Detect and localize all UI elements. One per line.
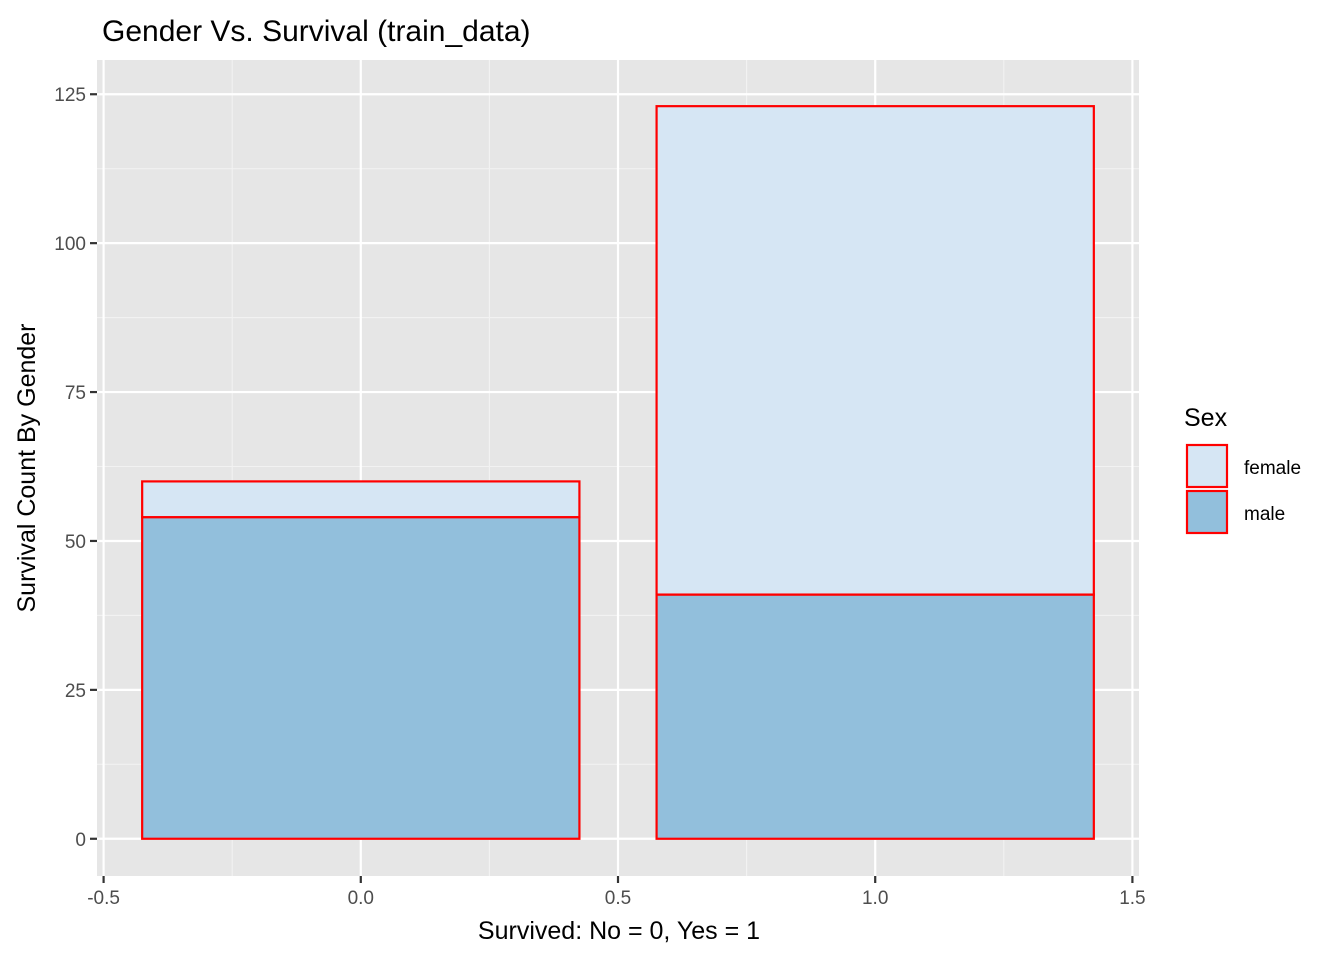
bars — [141, 105, 1095, 840]
legend-label-female: female — [1244, 458, 1301, 479]
x-tick-label: 0.5 — [605, 888, 631, 909]
legend-key-male — [1185, 489, 1229, 535]
x-tick-label: -0.5 — [87, 888, 120, 909]
y-tick-label: 50 — [65, 532, 86, 553]
x-axis: -0.5 0.0 0.5 1.0 1.5 — [87, 876, 1146, 909]
x-tick-label: 1.0 — [862, 888, 888, 909]
x-axis-title: Survived: No = 0, Yes = 1 — [478, 917, 760, 945]
y-tick-label: 0 — [75, 830, 86, 851]
x-tick-label: 1.5 — [1119, 888, 1145, 909]
bar-female-x0 — [141, 480, 581, 519]
legend: Sex female male — [1184, 404, 1301, 535]
y-tick-label: 125 — [54, 85, 86, 106]
y-axis: 0 25 50 75 100 125 — [54, 85, 97, 851]
bar-male-x1 — [655, 593, 1095, 840]
bar-female-x1 — [655, 105, 1095, 596]
bar-male-x0 — [141, 516, 581, 840]
y-tick-label: 25 — [65, 681, 86, 702]
x-tick-label: 0.0 — [348, 888, 374, 909]
y-tick-label: 75 — [65, 383, 86, 404]
chart-title: Gender Vs. Survival (train_data) — [102, 15, 531, 48]
legend-label-male: male — [1244, 504, 1285, 525]
y-tick-label: 100 — [54, 234, 86, 255]
legend-key-female — [1185, 443, 1229, 489]
y-axis-title: Survival Count By Gender — [13, 323, 41, 612]
legend-title: Sex — [1184, 404, 1228, 432]
